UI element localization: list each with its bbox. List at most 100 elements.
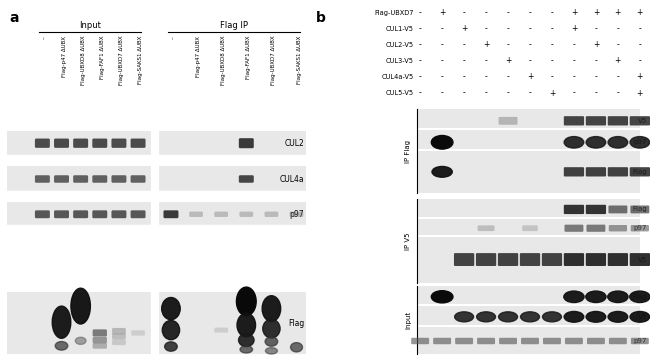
Text: -: - xyxy=(463,88,465,98)
FancyBboxPatch shape xyxy=(54,139,69,148)
Text: Flag-SAKS1 ΔUBX: Flag-SAKS1 ΔUBX xyxy=(296,36,302,84)
FancyBboxPatch shape xyxy=(564,205,584,214)
Bar xyxy=(6,166,306,192)
FancyBboxPatch shape xyxy=(433,338,451,344)
Text: -: - xyxy=(528,24,532,33)
Ellipse shape xyxy=(543,312,562,322)
FancyBboxPatch shape xyxy=(92,329,107,337)
Text: Flag-UBXD8 ΔUBX: Flag-UBXD8 ΔUBX xyxy=(81,36,86,86)
FancyBboxPatch shape xyxy=(214,328,228,333)
Text: V5: V5 xyxy=(638,314,647,320)
Text: a: a xyxy=(10,11,19,25)
Text: -: - xyxy=(441,40,443,49)
Text: -: - xyxy=(419,72,422,82)
Text: CUL4a-V5: CUL4a-V5 xyxy=(381,74,413,80)
Text: CUL2: CUL2 xyxy=(284,139,304,148)
Text: +: + xyxy=(505,56,512,66)
Ellipse shape xyxy=(291,343,302,352)
Text: b: b xyxy=(315,11,325,25)
Text: +: + xyxy=(593,8,599,17)
Ellipse shape xyxy=(564,136,584,148)
FancyBboxPatch shape xyxy=(586,253,606,266)
Text: V5: V5 xyxy=(638,257,647,262)
FancyBboxPatch shape xyxy=(454,253,474,266)
FancyBboxPatch shape xyxy=(564,253,584,266)
Bar xyxy=(417,109,640,193)
FancyBboxPatch shape xyxy=(609,225,627,231)
Text: -: - xyxy=(616,24,619,33)
Text: CUL2-V5: CUL2-V5 xyxy=(385,42,413,48)
Text: -: - xyxy=(638,24,642,33)
Text: -: - xyxy=(551,8,553,17)
FancyBboxPatch shape xyxy=(630,167,650,176)
Text: -: - xyxy=(573,40,575,49)
Ellipse shape xyxy=(240,346,253,353)
Text: Input: Input xyxy=(406,311,411,329)
Text: -: - xyxy=(573,88,575,98)
Text: -: - xyxy=(441,56,443,66)
Text: Flag-FAF1 ΔUBX: Flag-FAF1 ΔUBX xyxy=(246,36,252,79)
Text: CUL5-V5: CUL5-V5 xyxy=(385,90,413,96)
FancyBboxPatch shape xyxy=(586,205,606,214)
Text: Flag-p47 ΔUBX: Flag-p47 ΔUBX xyxy=(62,36,66,77)
FancyBboxPatch shape xyxy=(587,338,605,344)
FancyBboxPatch shape xyxy=(189,212,203,217)
Text: -: - xyxy=(419,8,422,17)
FancyBboxPatch shape xyxy=(111,139,126,148)
FancyBboxPatch shape xyxy=(131,330,145,336)
Text: +: + xyxy=(571,24,577,33)
Text: Flag: Flag xyxy=(632,294,647,300)
Ellipse shape xyxy=(263,319,280,338)
Text: -: - xyxy=(616,40,619,49)
Text: -: - xyxy=(595,72,597,82)
FancyBboxPatch shape xyxy=(521,338,539,344)
Text: p97: p97 xyxy=(633,338,647,344)
Text: -: - xyxy=(638,40,642,49)
Ellipse shape xyxy=(608,136,628,148)
Text: +: + xyxy=(439,8,445,17)
Text: -: - xyxy=(616,72,619,82)
Ellipse shape xyxy=(239,334,254,347)
Text: +: + xyxy=(615,56,621,66)
FancyBboxPatch shape xyxy=(564,167,584,176)
Text: +: + xyxy=(549,88,555,98)
Ellipse shape xyxy=(521,312,539,322)
Ellipse shape xyxy=(630,311,649,322)
Text: -: - xyxy=(485,24,488,33)
Ellipse shape xyxy=(262,296,281,321)
Text: -: - xyxy=(485,88,488,98)
Ellipse shape xyxy=(55,342,68,350)
FancyBboxPatch shape xyxy=(164,211,178,218)
Ellipse shape xyxy=(265,337,278,346)
FancyBboxPatch shape xyxy=(111,211,126,218)
FancyBboxPatch shape xyxy=(92,139,107,148)
Text: Input: Input xyxy=(79,21,101,30)
Text: -: - xyxy=(506,72,510,82)
Text: -: - xyxy=(595,88,597,98)
Text: +: + xyxy=(461,24,467,33)
FancyBboxPatch shape xyxy=(112,334,126,339)
Text: +: + xyxy=(636,72,643,82)
Text: -: - xyxy=(573,56,575,66)
FancyBboxPatch shape xyxy=(92,175,107,183)
FancyBboxPatch shape xyxy=(239,212,254,217)
FancyBboxPatch shape xyxy=(630,205,649,213)
Ellipse shape xyxy=(71,288,90,324)
FancyBboxPatch shape xyxy=(239,175,254,183)
FancyBboxPatch shape xyxy=(290,212,304,217)
FancyBboxPatch shape xyxy=(543,338,561,344)
Text: +: + xyxy=(636,88,643,98)
Ellipse shape xyxy=(162,297,180,320)
Text: IP V5: IP V5 xyxy=(406,232,411,250)
FancyBboxPatch shape xyxy=(630,116,650,125)
Text: -: - xyxy=(616,88,619,98)
FancyBboxPatch shape xyxy=(112,328,126,334)
Text: -: - xyxy=(506,88,510,98)
Ellipse shape xyxy=(586,136,606,148)
FancyBboxPatch shape xyxy=(35,139,50,148)
Text: -: - xyxy=(528,88,532,98)
Text: -: - xyxy=(573,72,575,82)
Text: Flag-UBXD7: Flag-UBXD7 xyxy=(374,10,413,15)
Text: -: - xyxy=(463,72,465,82)
Text: -: - xyxy=(595,24,597,33)
